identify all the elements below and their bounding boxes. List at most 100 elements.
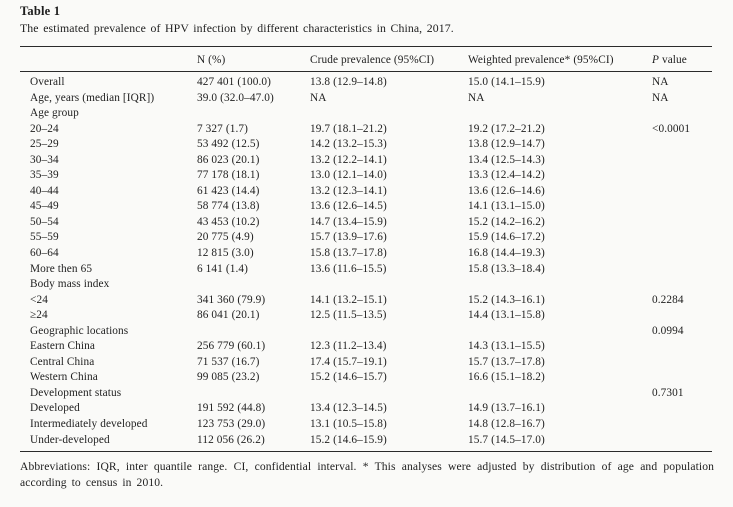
cell-p [652, 308, 712, 324]
table-row: 25–29 53 492 (12.5) 14.2 (13.2–15.3) 13.8 (… [20, 137, 712, 153]
cell-crude: 15.7 (13.9–17.6) [310, 231, 387, 244]
cell-crude: 15.2 (14.6–15.7) [310, 371, 387, 384]
table-row: Overall 427 401 (100.0) 13.8 (12.9–14.8) 15… [20, 72, 712, 91]
cell-label: Age group [30, 107, 79, 120]
cell-p [652, 370, 712, 386]
table-row: Body mass index [20, 277, 712, 293]
cell-n: 256 779 (60.1) [197, 340, 266, 353]
cell-weighted: 16.6 (15.1–18.2) [468, 371, 545, 384]
cell-label: Development status [30, 386, 122, 399]
table-label: Table 1 [20, 4, 61, 18]
table-row: Age group [20, 106, 712, 122]
cell-n: 6 141 (1.4) [197, 262, 248, 275]
cell-crude: 13.1 (10.5–15.8) [310, 418, 387, 431]
cell-crude: 13.6 (11.6–15.5) [310, 262, 387, 275]
cell-n [197, 277, 310, 293]
table-row: 55–59 20 775 (4.9) 15.7 (13.9–17.6) 15.9 (1… [20, 230, 712, 246]
cell-p [652, 215, 712, 231]
cell-n: 12 815 (3.0) [197, 247, 254, 260]
cell-crude: 13.2 (12.2–14.1) [310, 153, 387, 166]
cell-label: 45–49 [30, 200, 59, 213]
cell-p [652, 199, 712, 215]
cell-weighted [468, 277, 652, 293]
table-row: Intermediately developed 123 753 (29.0) 13… [20, 417, 712, 433]
cell-label: 35–39 [30, 169, 59, 182]
cell-weighted [468, 324, 652, 340]
cell-p [652, 433, 712, 452]
cell-weighted: 14.8 (12.8–16.7) [468, 418, 545, 431]
cell-weighted: 19.2 (17.2–21.2) [468, 122, 545, 135]
cell-label: Geographic locations [30, 324, 129, 337]
cell-n [197, 106, 310, 122]
table-body: Overall 427 401 (100.0) 13.8 (12.9–14.8) 15… [20, 72, 712, 452]
cell-label: Intermediately developed [30, 418, 148, 431]
cell-label: Under-developed [30, 433, 110, 446]
cell-p: 0.2284 [652, 293, 684, 306]
table-row: 40–44 61 423 (14.4) 13.2 (12.3–14.1) 13.6 (… [20, 184, 712, 200]
cell-weighted: 14.4 (13.1–15.8) [468, 309, 545, 322]
cell-p: 0.7301 [652, 386, 684, 399]
table-row: More then 65 6 141 (1.4) 13.6 (11.6–15.5) 1… [20, 262, 712, 278]
cell-label: 30–34 [30, 153, 59, 166]
cell-crude: 13.0 (12.1–14.0) [310, 169, 387, 182]
cell-p [652, 277, 712, 293]
cell-p [652, 339, 712, 355]
cell-label: 55–59 [30, 231, 59, 244]
cell-weighted: 15.7 (13.7–17.8) [468, 355, 545, 368]
cell-weighted [468, 386, 652, 402]
table-row: 45–49 58 774 (13.8) 13.6 (12.6–14.5) 14.1 (… [20, 199, 712, 215]
cell-n: 58 774 (13.8) [197, 200, 260, 213]
table-row: 60–64 12 815 (3.0) 15.8 (13.7–17.8) 16.8 (1… [20, 246, 712, 262]
cell-label: Body mass index [30, 278, 110, 291]
cell-label: 40–44 [30, 184, 59, 197]
cell-p [652, 153, 712, 169]
cell-p [652, 262, 712, 278]
table-row: 35–39 77 178 (18.1) 13.0 (12.1–14.0) 13.3 (… [20, 168, 712, 184]
cell-n: 99 085 (23.2) [197, 371, 260, 384]
table-row: 50–54 43 453 (10.2) 14.7 (13.4–15.9) 15.2 (… [20, 215, 712, 231]
header-weighted-prevalence: Weighted prevalence* (95%CI) [468, 46, 652, 72]
table-row: Geographic locations 0.0994 [20, 324, 712, 340]
header-crude-prevalence: Crude prevalence (95%CI) [310, 46, 468, 72]
cell-crude [310, 277, 468, 293]
cell-crude: NA [310, 91, 327, 104]
cell-crude: 12.5 (11.5–13.5) [310, 309, 387, 322]
cell-weighted: 14.1 (13.1–15.0) [468, 200, 545, 213]
cell-crude: 15.2 (14.6–15.9) [310, 433, 387, 446]
cell-weighted [468, 106, 652, 122]
cell-label: 20–24 [30, 122, 59, 135]
cell-weighted: 13.6 (12.6–14.6) [468, 184, 545, 197]
cell-p: <0.0001 [652, 122, 691, 135]
cell-p [652, 246, 712, 262]
cell-n: 86 023 (20.1) [197, 153, 260, 166]
cell-label: Central China [30, 355, 95, 368]
cell-n: 112 056 (26.2) [197, 433, 265, 446]
cell-n: 123 753 (29.0) [197, 418, 266, 431]
cell-weighted: 14.3 (13.1–15.5) [468, 340, 545, 353]
cell-crude: 14.2 (13.2–15.3) [310, 138, 387, 151]
cell-weighted: 15.0 (14.1–15.9) [468, 76, 545, 88]
cell-crude: 13.8 (12.9–14.8) [310, 76, 387, 88]
table-row: Age, years (median [IQR]) 39.0 (32.0–47.0… [20, 91, 712, 107]
hpv-prevalence-table: N (%) Crude prevalence (95%CI) Weighted … [20, 46, 712, 453]
cell-crude [310, 106, 468, 122]
cell-n: 20 775 (4.9) [197, 231, 254, 244]
table-row: Under-developed 112 056 (26.2) 15.2 (14.6–… [20, 433, 712, 452]
cell-weighted: 15.7 (14.5–17.0) [468, 433, 545, 446]
cell-label: Developed [30, 402, 80, 415]
cell-label: 25–29 [30, 138, 59, 151]
cell-n: 43 453 (10.2) [197, 215, 260, 228]
cell-label: <24 [30, 293, 48, 306]
cell-p [652, 401, 712, 417]
header-characteristic [20, 46, 197, 72]
cell-weighted: NA [468, 91, 485, 104]
cell-label: Overall [30, 76, 65, 88]
table-row: Eastern China 256 779 (60.1) 12.3 (11.2–13… [20, 339, 712, 355]
cell-n: 61 423 (14.4) [197, 184, 260, 197]
table-footnote: Abbreviations: IQR, inter quantile range… [20, 460, 714, 489]
cell-n: 341 360 (79.9) [197, 293, 266, 306]
cell-crude: 13.2 (12.3–14.1) [310, 184, 387, 197]
cell-crude: 13.4 (12.3–14.5) [310, 402, 387, 415]
cell-n: 86 041 (20.1) [197, 309, 260, 322]
